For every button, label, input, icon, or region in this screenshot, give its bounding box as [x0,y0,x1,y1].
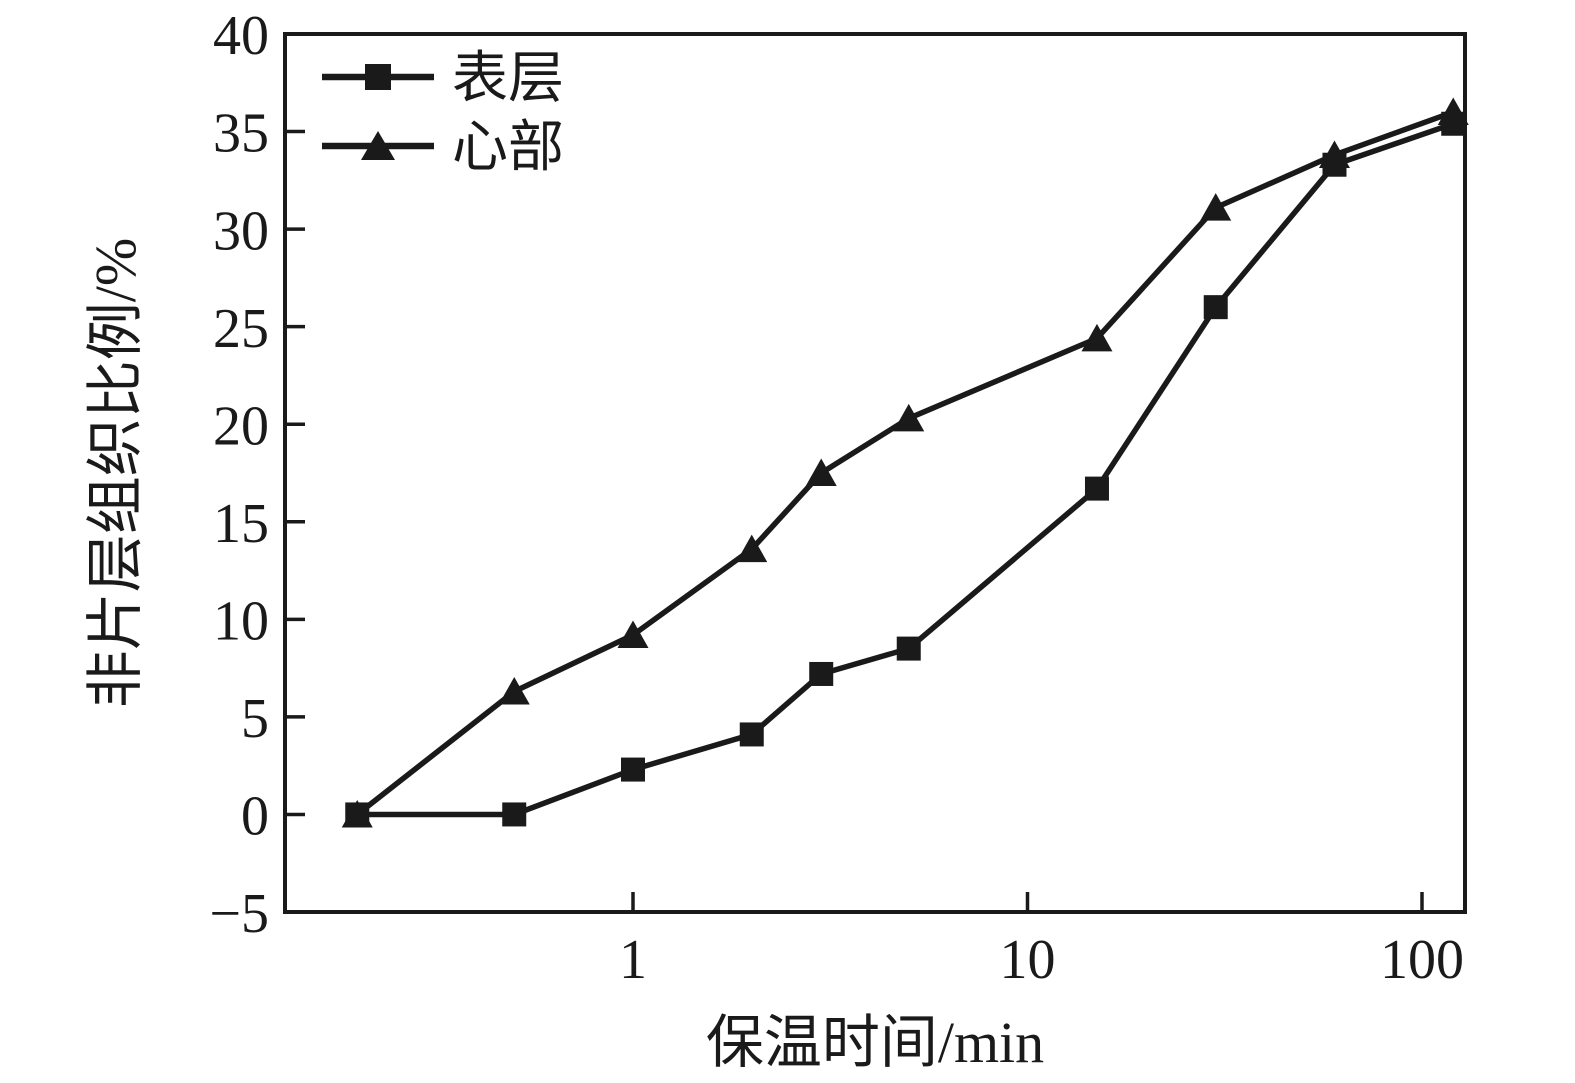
x-tick-label: 10 [1000,929,1056,991]
legend-label-surface: 表层 [452,48,564,110]
plot-frame [283,32,1467,914]
legend-entry-surface: 表层 [322,48,564,110]
y-tick-label: 35 [213,103,269,165]
legend-label-core: 心部 [452,117,564,179]
data-point-triangle [1437,97,1469,126]
y-tick-label: 15 [213,493,269,555]
data-point-square [1203,295,1228,320]
y-axis-ticks: 40 35 30 25 20 15 10 5 0 −5 [209,5,305,945]
legend-entry-core: 心部 [322,117,564,179]
data-point-triangle [498,677,530,705]
y-tick-label: −5 [209,883,269,945]
series-line-surface [357,121,1455,818]
y-tick-label: 5 [241,688,269,750]
square-marker-icon [365,64,391,90]
x-tick-label: 100 [1380,929,1464,991]
data-point-triangle [805,458,837,486]
x-axis-title: 保温时间/min [706,1010,1044,1075]
data-point-triangle [1081,323,1113,352]
data-point-triangle [893,403,925,432]
series-line-core [355,109,1455,817]
legend: 表层 心部 [322,48,564,179]
y-tick-label: 40 [213,5,269,67]
data-point-square [809,661,834,686]
data-point-square [621,757,645,782]
data-point-square [739,722,764,747]
y-tick-label: 25 [213,298,269,360]
data-point-triangle [1200,193,1232,221]
data-point-triangle [341,799,373,828]
y-tick-label: 0 [241,786,269,848]
y-tick-label: 20 [213,395,269,457]
x-axis-ticks: 1 10 100 [619,892,1464,991]
data-point-square [502,802,527,827]
y-axis-title: 非片层组织比例/% [83,238,148,708]
data-point-triangle [617,620,649,648]
y-tick-label: 10 [213,590,269,652]
triangle-marker-icon [361,131,395,160]
y-tick-label: 30 [213,200,269,262]
data-point-triangle [736,534,768,563]
x-tick-label: 1 [619,929,647,991]
data-point-triangle [1318,140,1350,168]
data-point-square [896,636,921,661]
series-group [341,97,1469,828]
data-point-square [1084,476,1109,501]
